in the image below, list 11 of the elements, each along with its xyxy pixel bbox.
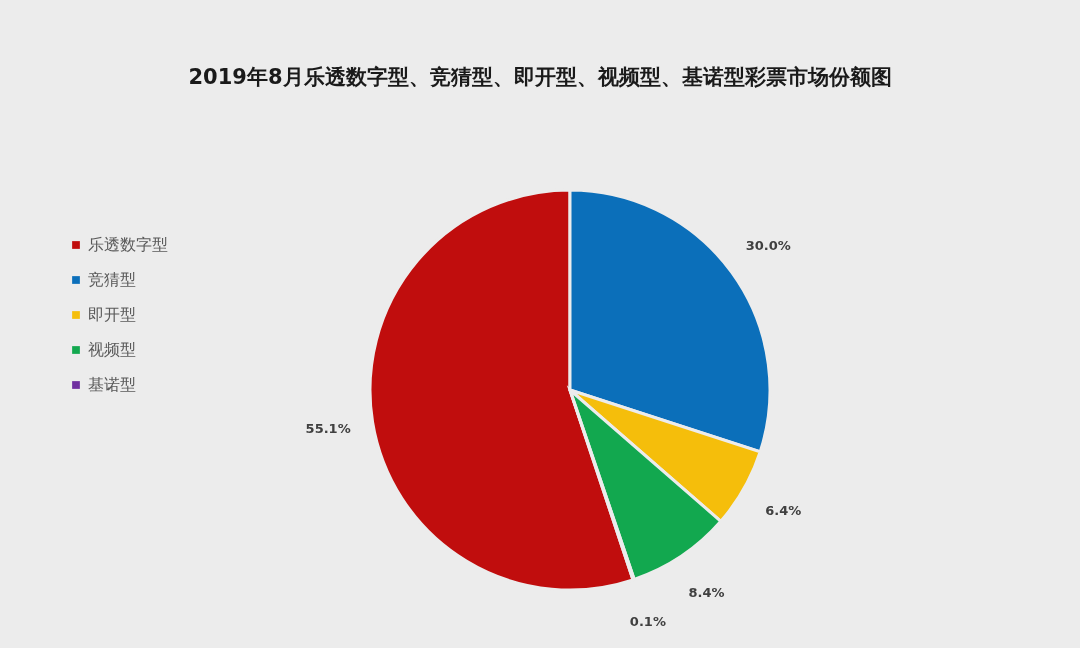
legend-label: 视频型 [88,340,136,359]
data-label: 30.0% [745,237,791,253]
chart-title: 2019年8月乐透数字型、竞猜型、即开型、视频型、基诺型彩票市场份额图 [188,65,892,89]
legend-label: 即开型 [88,305,136,324]
data-label: 6.4% [765,502,802,518]
legend-label: 竞猜型 [88,270,136,289]
data-label: 0.1% [629,614,666,630]
legend-label: 基诺型 [88,375,136,394]
data-label: 55.1% [305,421,351,437]
legend-label: 乐透数字型 [88,235,168,254]
data-label: 8.4% [688,585,725,601]
